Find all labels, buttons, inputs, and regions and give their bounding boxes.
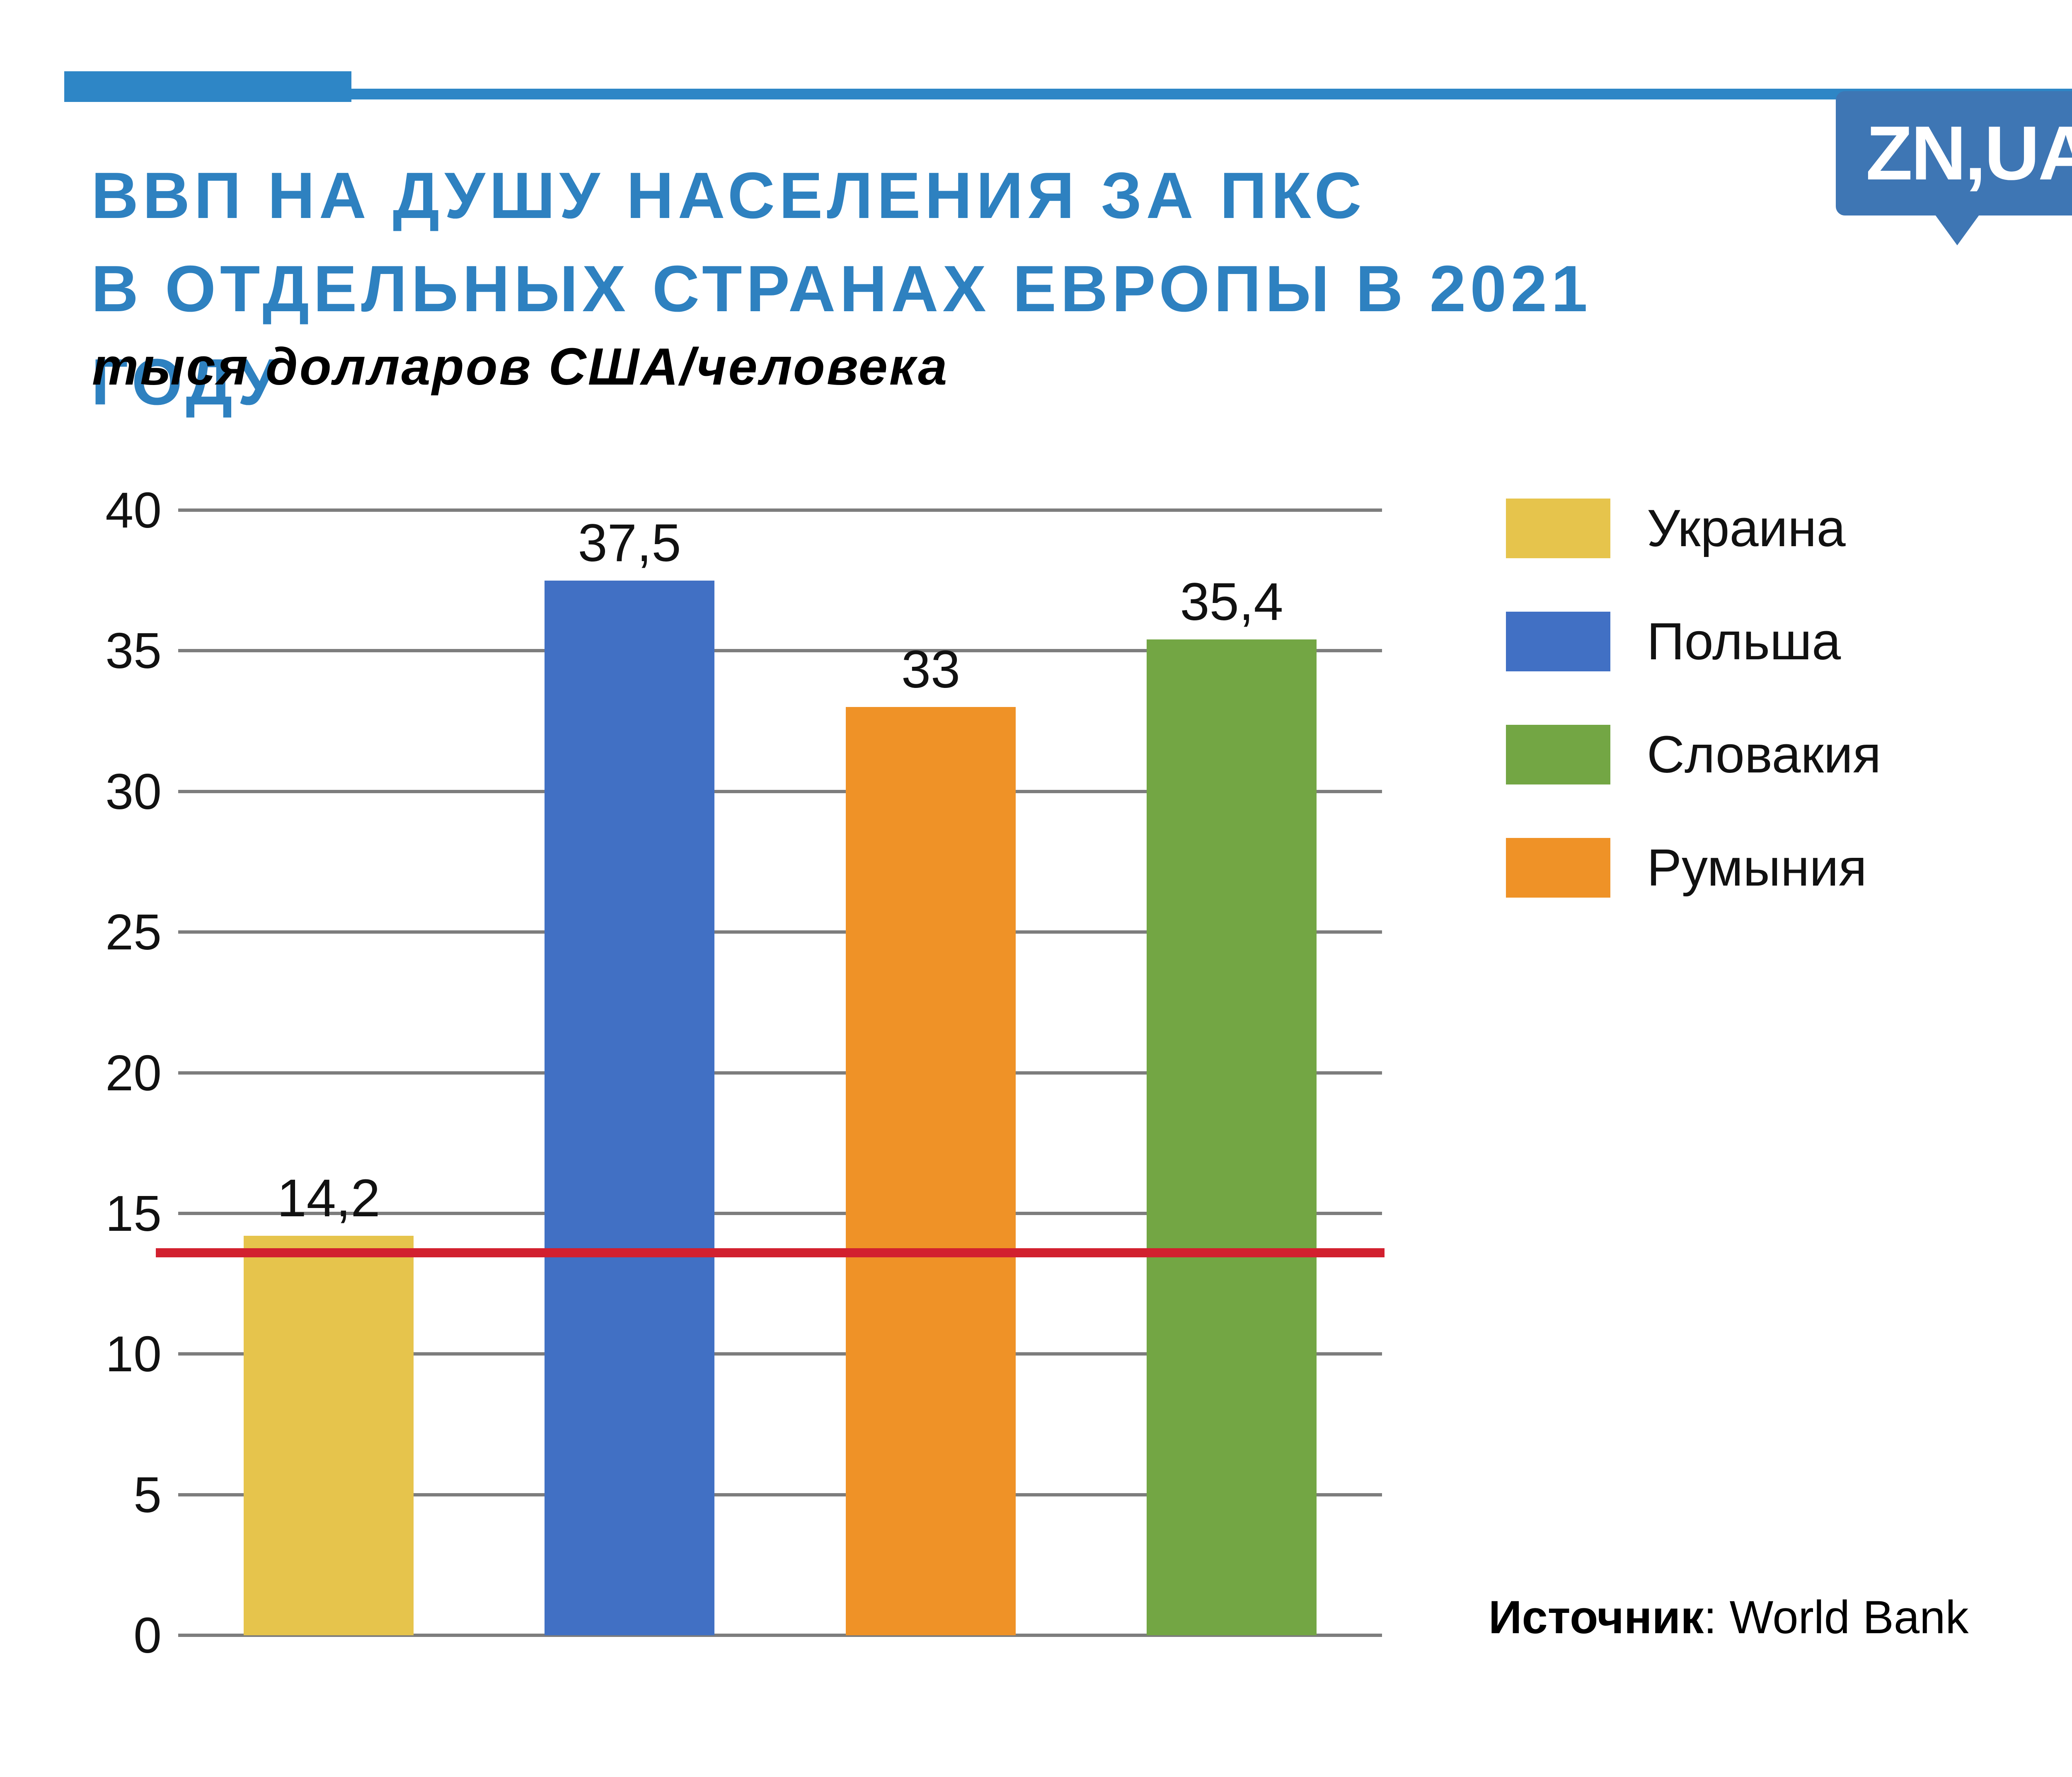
bar-value-label-Словакия: 35,4 [1180, 572, 1283, 632]
znua-logo: ZN,UA [1836, 91, 2072, 215]
gridline-25 [178, 930, 1382, 934]
gridline-35 [178, 649, 1382, 652]
gridline-0 [178, 1634, 1382, 1637]
bar-Словакия [1147, 639, 1317, 1635]
bar-Польша [545, 581, 714, 1635]
y-tick-label-15: 15 [105, 1185, 162, 1242]
y-tick-label-20: 20 [105, 1045, 162, 1101]
bar-Румыния [846, 707, 1016, 1635]
znua-logo-text: ZN,UA [1866, 110, 2072, 196]
legend-label-Словакия: Словакия [1647, 725, 1881, 784]
legend-swatch-Украина [1506, 499, 1610, 558]
legend-swatch-Словакия [1506, 725, 1610, 784]
gridline-5 [178, 1493, 1382, 1496]
bar-Украина [244, 1236, 414, 1635]
chart-title-line1: ВВП НА ДУШУ НАСЕЛЕНИЯ ЗА ПКС [91, 159, 1366, 232]
legend-swatch-Румыния [1506, 838, 1610, 898]
reference-line [156, 1248, 1385, 1257]
source-value: : World Bank [1704, 1591, 1969, 1643]
legend-label-Польша: Польша [1647, 612, 1841, 671]
source-note: Источник: World Bank [1489, 1591, 1968, 1644]
gridline-10 [178, 1352, 1382, 1356]
y-tick-label-10: 10 [105, 1326, 162, 1382]
znua-logo-speech-tail-icon [1933, 212, 1981, 245]
bar-value-label-Румыния: 33 [901, 640, 961, 699]
gridline-30 [178, 790, 1382, 793]
gridline-40 [178, 508, 1382, 512]
source-label: Источник [1489, 1591, 1704, 1643]
bar-value-label-Украина: 14,2 [277, 1169, 380, 1228]
bar-value-label-Польша: 37,5 [578, 513, 681, 573]
chart-title-line2: В ОТДЕЛЬНЫХ СТРАНАХ ЕВРОПЫ В 2021 ГОДУ [91, 252, 1592, 419]
header-accent-line [64, 89, 2072, 99]
gridline-20 [178, 1071, 1382, 1075]
legend-label-Румыния: Румыния [1647, 838, 1867, 897]
chart-title: ВВП НА ДУШУ НАСЕЛЕНИЯ ЗА ПКС В ОТДЕЛЬНЫХ… [91, 149, 1790, 429]
legend-swatch-Польша [1506, 612, 1610, 671]
y-tick-label-0: 0 [133, 1607, 162, 1663]
y-tick-label-5: 5 [133, 1467, 162, 1523]
gridline-15 [178, 1212, 1382, 1215]
y-tick-label-35: 35 [105, 622, 162, 679]
y-tick-label-25: 25 [105, 904, 162, 960]
legend-label-Украина: Украина [1647, 499, 1846, 557]
y-tick-label-40: 40 [105, 482, 162, 538]
chart-unit-label: тыся долларов США/человека [92, 337, 949, 396]
y-tick-label-30: 30 [105, 763, 162, 820]
